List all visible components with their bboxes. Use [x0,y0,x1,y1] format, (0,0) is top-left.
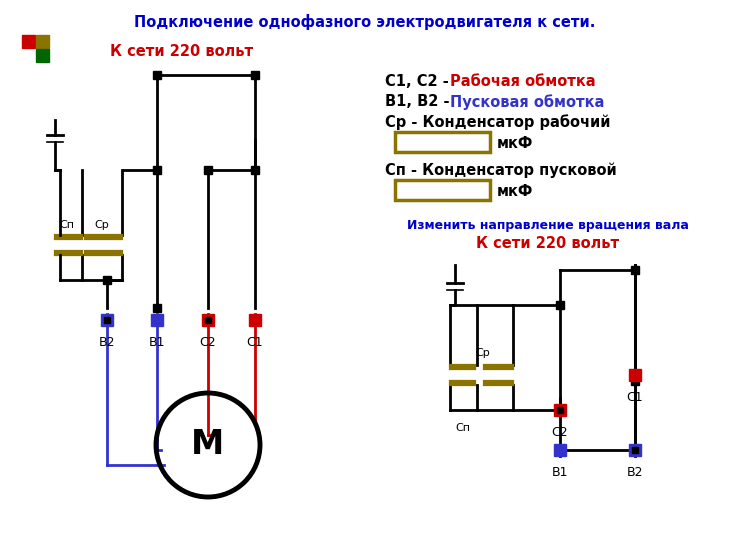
Text: К сети 220 вольт: К сети 220 вольт [477,236,620,250]
Text: Изменить направление вращения вала: Изменить направление вращения вала [407,218,689,231]
Bar [395,132,490,152]
Text: Рабочая обмотка: Рабочая обмотка [450,74,596,90]
Text: В2: В2 [627,466,643,479]
Bar [151,314,163,326]
Text: В2: В2 [99,336,115,349]
Text: В1: В1 [149,336,165,349]
Text: Пусковая обмотка: Пусковая обмотка [450,94,604,110]
Text: Сп: Сп [60,220,74,230]
Text: Ср: Ср [95,220,110,230]
Text: мкФ: мкФ [497,136,534,151]
Text: Подключение однофазного электродвигателя к сети.: Подключение однофазного электродвигателя… [134,14,596,30]
Text: С1: С1 [626,391,643,404]
Bar [554,444,566,456]
Text: Ср: Ср [476,348,491,358]
Text: С1: С1 [247,336,264,349]
Bar [22,35,35,48]
Bar [249,314,261,326]
Bar [36,49,49,62]
Bar [554,404,566,416]
Text: С2: С2 [552,426,569,439]
Text: Ср - Конденсатор рабочий: Ср - Конденсатор рабочий [385,114,610,130]
Bar [202,314,214,326]
Text: В1: В1 [552,466,568,479]
Text: Сп: Сп [455,423,470,433]
Text: С1, С2 -: С1, С2 - [385,74,454,90]
Bar [629,444,641,456]
Text: В1, В2 -: В1, В2 - [385,95,455,110]
Bar [101,314,113,326]
Bar [36,35,49,48]
Bar [629,369,641,381]
Text: мкФ: мкФ [497,184,534,198]
Text: С2: С2 [200,336,216,349]
Text: Сп - Конденсатор пусковой: Сп - Конденсатор пусковой [385,162,617,178]
Bar [395,180,490,200]
Text: М: М [191,428,225,461]
Text: К сети 220 вольт: К сети 220 вольт [110,44,253,59]
